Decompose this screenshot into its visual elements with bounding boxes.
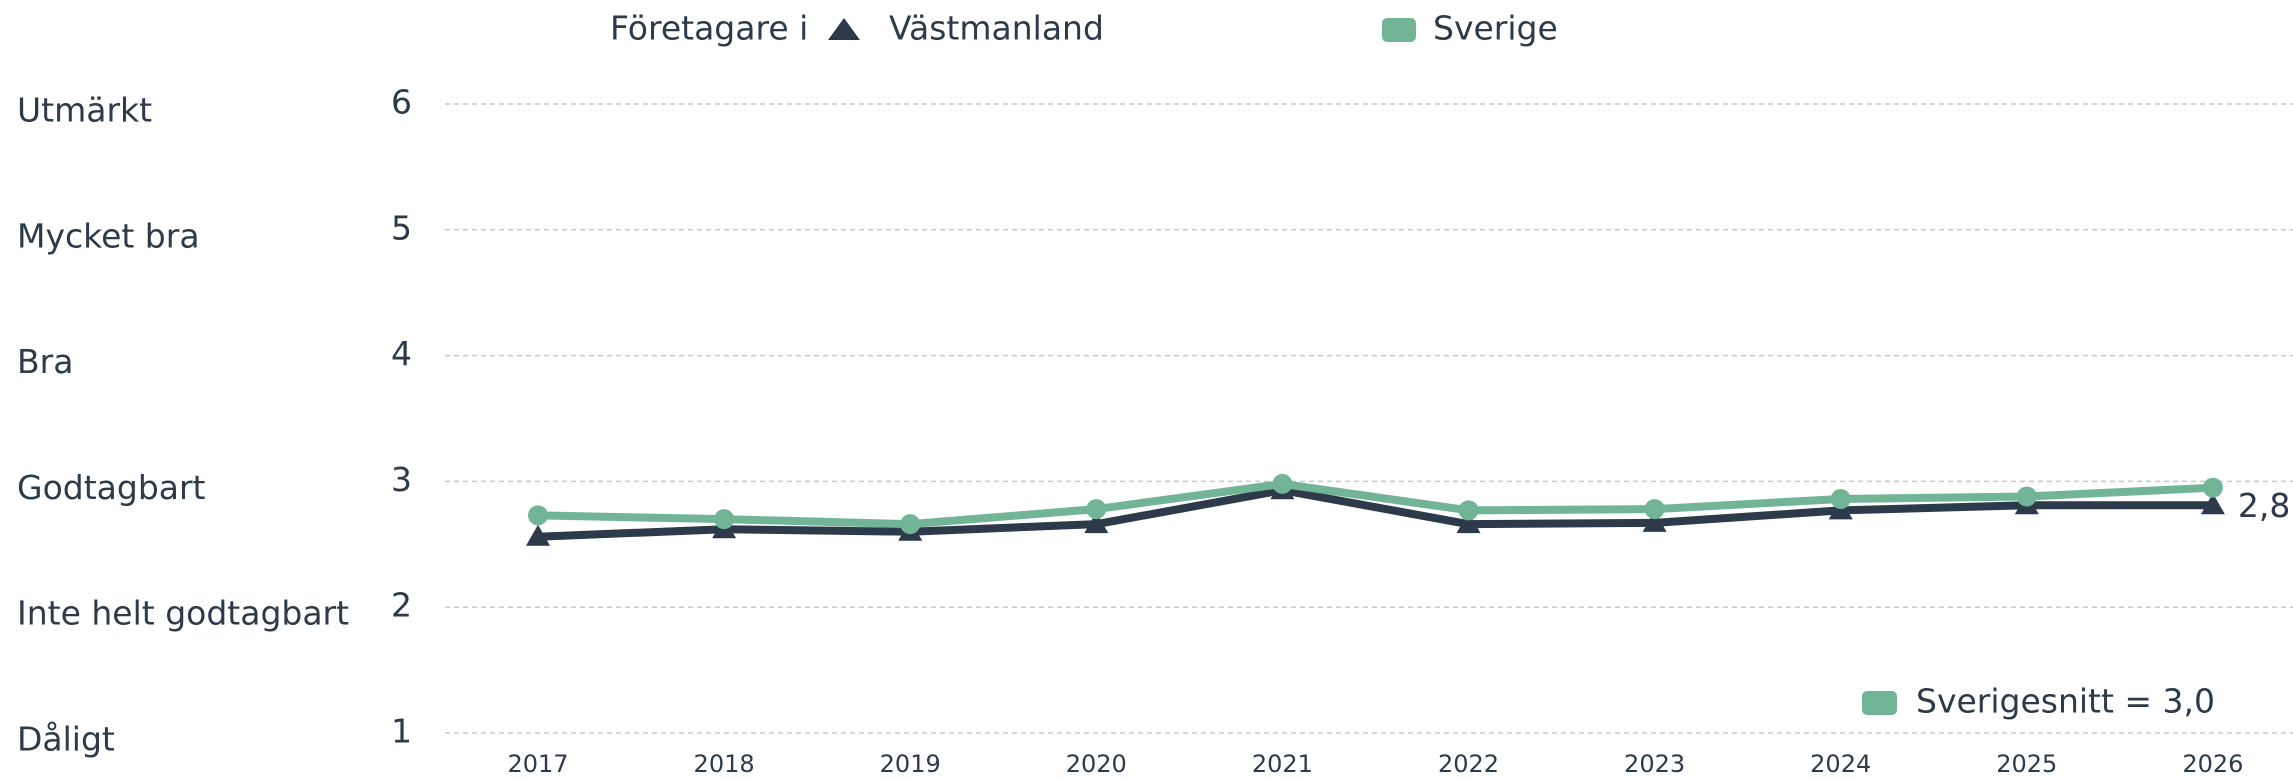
x-tick-label: 2023: [1624, 750, 1685, 778]
legend-marker: [828, 18, 860, 40]
x-tick-label: 2022: [1438, 750, 1499, 778]
marker: [526, 524, 550, 546]
y-tick-label: 5: [391, 208, 412, 247]
data-label: 2,8: [2238, 486, 2290, 525]
y-description: Bra: [17, 342, 73, 381]
annotation-swatch: [1862, 691, 1897, 715]
marker: [1458, 500, 1479, 521]
marker: [1272, 473, 1293, 494]
y-description: Mycket bra: [17, 216, 200, 255]
legend-marker: [1382, 18, 1416, 42]
y-description: Utmärkt: [17, 91, 152, 130]
marker: [900, 514, 921, 535]
marker: [714, 509, 735, 530]
marker: [1644, 499, 1665, 520]
marker: [1084, 512, 1109, 534]
marker: [528, 505, 548, 526]
marker: [2016, 486, 2037, 507]
x-tick-label: 2017: [507, 750, 568, 778]
x-tick-label: 2024: [1810, 750, 1871, 778]
y-tick-label: 3: [391, 460, 412, 499]
x-tick-label: 2025: [1996, 750, 2057, 778]
y-tick-label: 4: [391, 334, 412, 373]
line: [537, 486, 2213, 541]
y-tick-label: 6: [391, 83, 412, 122]
y-tick-label: 1: [391, 712, 412, 751]
legend-label: Sverige: [1433, 9, 1558, 48]
x-tick-label: 2019: [880, 750, 941, 778]
marker: [2202, 477, 2223, 498]
y-description: Godtagbart: [17, 468, 206, 507]
marker: [1830, 489, 1851, 510]
y-description: Dåligt: [17, 720, 115, 759]
annotation: Sverigesnitt = 3,0: [1916, 682, 2215, 721]
line: [537, 479, 2214, 529]
y-tick-label: 2: [391, 586, 412, 625]
legend-label: Västmanland: [889, 9, 1104, 48]
x-tick-label: 2020: [1066, 750, 1127, 778]
x-tick-label: 2021: [1252, 750, 1313, 778]
legend-title: Företagare i: [610, 9, 808, 48]
marker: [2200, 493, 2225, 515]
marker: [1456, 512, 1481, 534]
marker: [1642, 510, 1667, 532]
y-description: Inte helt godtagbart: [17, 594, 349, 633]
x-tick-label: 2026: [2182, 750, 2243, 778]
marker: [1086, 499, 1107, 520]
x-tick-label: 2018: [694, 750, 755, 778]
